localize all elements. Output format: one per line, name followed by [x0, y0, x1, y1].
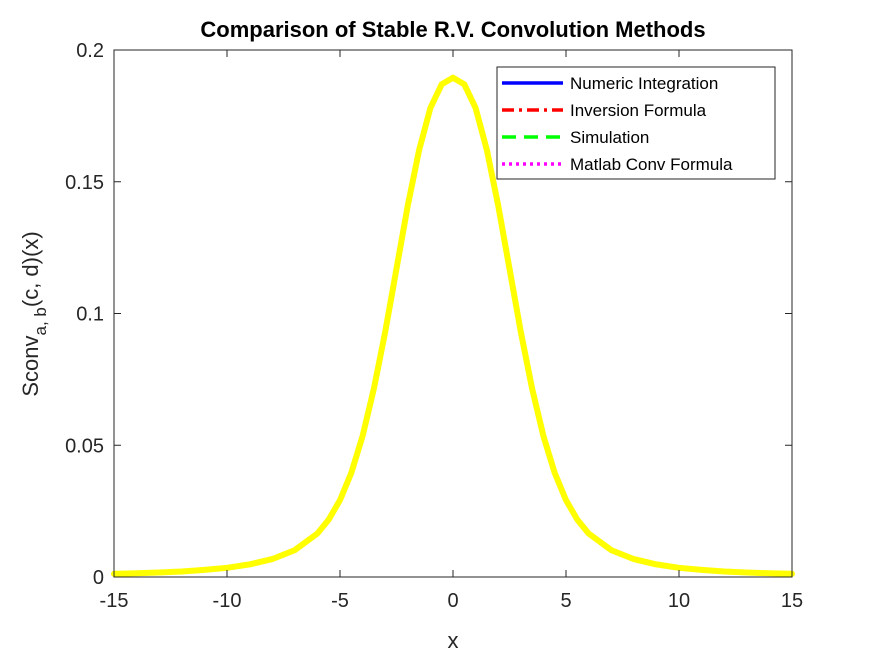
y-axis-label-subscript: a, b — [31, 307, 50, 335]
legend-label: Numeric Integration — [570, 74, 718, 93]
y-axis-label: Sconva, b(c, d)(x) — [18, 231, 50, 396]
legend-label: Simulation — [570, 128, 649, 147]
y-tick-label: 0.15 — [65, 172, 104, 194]
x-tick-label: -10 — [213, 590, 242, 612]
y-axis-label-group: Sconva, b(c, d)(x) — [18, 231, 50, 396]
x-tick-label: 15 — [781, 590, 803, 612]
legend: Numeric Integration Inversion Formula Simu… — [496, 66, 776, 180]
x-tick-label: -5 — [331, 590, 349, 612]
x-axis-label: x — [448, 628, 459, 653]
x-tick-label: 0 — [447, 590, 458, 612]
legend-label: Matlab Conv Formula — [570, 155, 733, 174]
chart-title: Comparison of Stable R.V. Convolution Me… — [200, 17, 705, 42]
series-layer — [111, 74, 795, 577]
y-axis-label-suffix: (c, d)(x) — [18, 231, 43, 307]
y-tick-label: 0.2 — [76, 40, 104, 62]
x-tick-label: 10 — [668, 590, 690, 612]
y-axis-label-main: Sconv — [18, 335, 43, 396]
y-tick-label: 0.05 — [65, 435, 104, 457]
x-tick-label: -15 — [100, 590, 129, 612]
ticks-layer: -15 -10 -5 0 5 10 15 0 0.05 0.1 0.15 0.2 — [65, 40, 803, 612]
legend-label: Inversion Formula — [570, 101, 707, 120]
x-tick-label: 5 — [560, 590, 571, 612]
series-line-4 — [111, 74, 795, 577]
legend-box — [496, 66, 776, 180]
y-tick-label: 0.1 — [76, 304, 104, 326]
y-tick-label: 0 — [93, 567, 104, 589]
